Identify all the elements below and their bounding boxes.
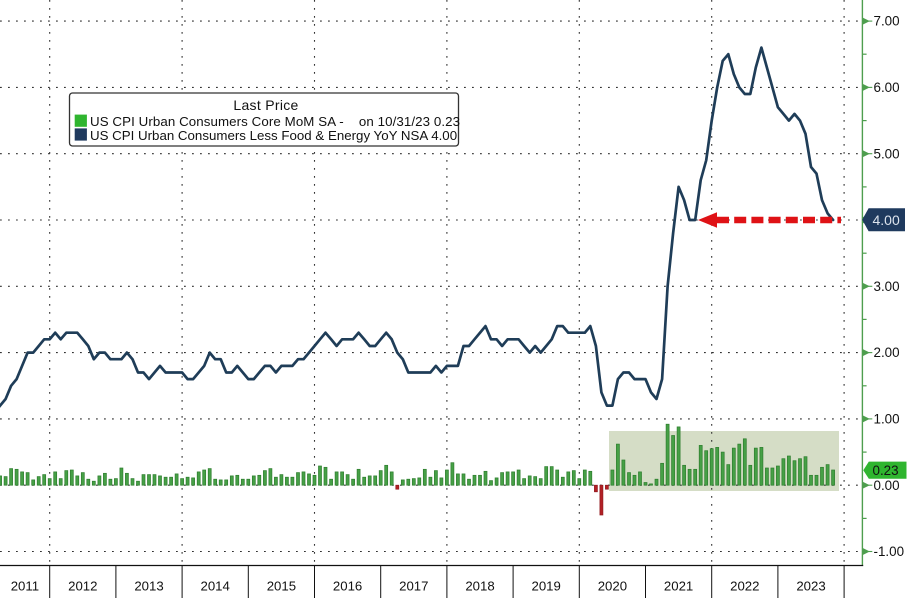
- svg-text:7.00: 7.00: [874, 14, 900, 29]
- svg-text:2023: 2023: [796, 579, 825, 594]
- svg-text:2021: 2021: [664, 579, 693, 594]
- svg-text:-1.00: -1.00: [874, 544, 905, 559]
- svg-text:US CPI Urban Consumers Core Mo: US CPI Urban Consumers Core MoM SA - on …: [90, 114, 460, 129]
- svg-text:US CPI Urban Consumers Less Fo: US CPI Urban Consumers Less Food & Energ…: [90, 128, 457, 143]
- svg-text:2011: 2011: [11, 579, 39, 594]
- svg-text:2015: 2015: [267, 579, 296, 594]
- svg-text:5.00: 5.00: [874, 146, 900, 161]
- svg-text:0.00: 0.00: [874, 478, 900, 493]
- svg-text:2020: 2020: [598, 579, 627, 594]
- svg-text:1.00: 1.00: [874, 412, 900, 427]
- svg-text:2012: 2012: [68, 579, 97, 594]
- svg-text:2013: 2013: [134, 579, 163, 594]
- svg-text:2022: 2022: [730, 579, 759, 594]
- svg-text:2017: 2017: [399, 579, 428, 594]
- svg-text:2016: 2016: [333, 579, 362, 594]
- svg-text:6.00: 6.00: [874, 80, 900, 95]
- svg-text:2014: 2014: [201, 579, 230, 594]
- svg-text:0.23: 0.23: [873, 463, 899, 478]
- svg-text:Last Price: Last Price: [233, 97, 298, 113]
- svg-text:2019: 2019: [532, 579, 561, 594]
- svg-text:3.00: 3.00: [874, 279, 900, 294]
- svg-text:4.00: 4.00: [873, 212, 900, 228]
- svg-text:2018: 2018: [465, 579, 494, 594]
- svg-text:2.00: 2.00: [874, 345, 900, 360]
